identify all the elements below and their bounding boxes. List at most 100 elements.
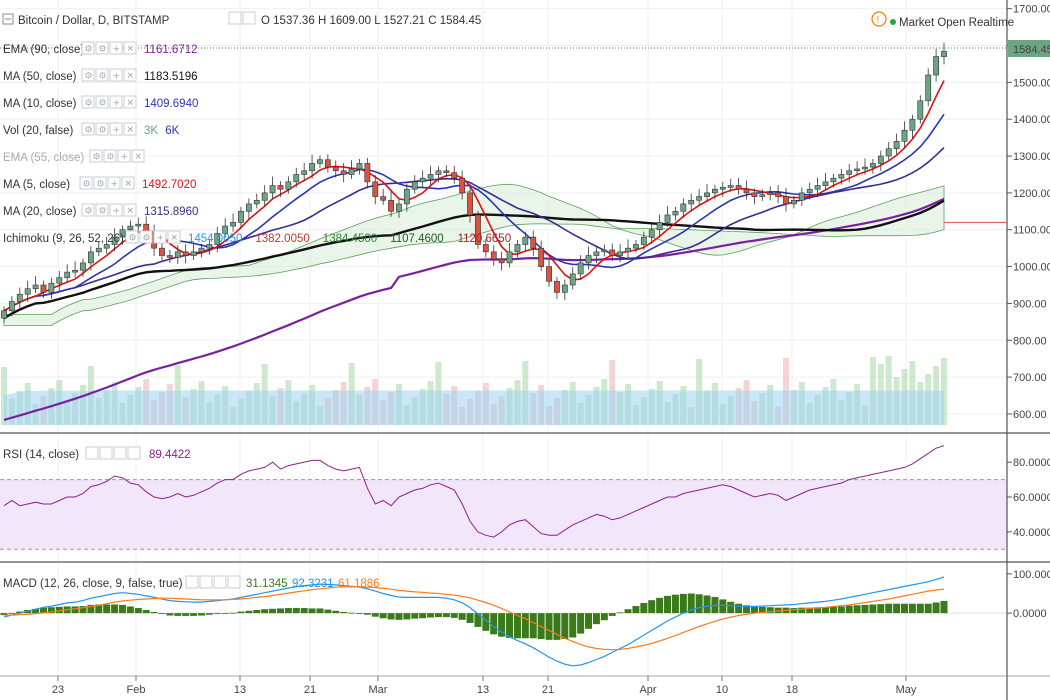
candlestick[interactable]: [475, 210, 481, 249]
candlestick[interactable]: [569, 267, 576, 290]
candlestick[interactable]: [159, 243, 165, 260]
candlestick[interactable]: [190, 243, 197, 260]
indicator-row[interactable]: Vol (20, false) ⚙ ⚙ + ✕ 3K 6K: [3, 122, 180, 137]
candlestick[interactable]: [380, 188, 387, 205]
indicator-row[interactable]: EMA (55, close) ⚙ ⚙ + ✕: [3, 149, 145, 164]
candlestick[interactable]: [285, 176, 292, 194]
candlestick[interactable]: [32, 276, 39, 294]
candlestick[interactable]: [482, 238, 489, 258]
candlestick[interactable]: [356, 159, 363, 175]
indicator-action-icon[interactable]: [81, 95, 95, 109]
candlestick[interactable]: [514, 240, 521, 258]
candlestick[interactable]: [119, 225, 126, 245]
indicator-action-icon[interactable]: [123, 68, 137, 82]
indicator-action-icon[interactable]: [81, 122, 95, 136]
candlestick[interactable]: [111, 228, 118, 252]
indicator-action-icon[interactable]: [89, 149, 103, 163]
candlestick[interactable]: [332, 160, 339, 178]
candlestick[interactable]: [135, 217, 142, 232]
candlestick[interactable]: [846, 164, 853, 183]
candlestick[interactable]: [301, 163, 308, 182]
indicator-action-icon[interactable]: [131, 149, 145, 163]
candlestick[interactable]: [435, 166, 442, 183]
candlestick[interactable]: [704, 184, 710, 203]
candlestick[interactable]: [877, 150, 884, 172]
candlestick[interactable]: [24, 280, 31, 302]
candlestick[interactable]: [822, 173, 829, 190]
alert-icon[interactable]: [871, 11, 887, 27]
candlestick[interactable]: [388, 191, 394, 217]
time-axis[interactable]: 23 Feb 13 21 Mar 13 21 Apr 10 18 May: [52, 676, 917, 696]
candlestick[interactable]: [751, 188, 758, 205]
candlestick[interactable]: [174, 245, 181, 264]
indicator-action-icon[interactable]: [153, 230, 167, 244]
macd-legend[interactable]: MACD (12, 26, close, 9, false, true) 31.…: [3, 575, 380, 590]
candlestick[interactable]: [206, 238, 213, 255]
macd-legend-icons[interactable]: [185, 575, 241, 589]
candlestick[interactable]: [617, 244, 624, 263]
indicator-action-icon[interactable]: [117, 149, 131, 163]
candlestick[interactable]: [743, 180, 750, 200]
indicator-action-icon[interactable]: [123, 122, 137, 136]
candlestick[interactable]: [625, 239, 631, 260]
rsi-tick-label[interactable]: 80.0000: [1013, 457, 1050, 469]
indicator-action-icon[interactable]: [109, 203, 123, 217]
indicator-action-icon[interactable]: [93, 176, 107, 190]
candlestick[interactable]: [593, 247, 600, 264]
candlestick[interactable]: [277, 181, 284, 197]
candlestick[interactable]: [664, 206, 671, 227]
candlestick[interactable]: [72, 261, 78, 278]
indicator-action-icon[interactable]: [109, 122, 123, 136]
candlestick[interactable]: [656, 214, 663, 238]
indicator-action-icon[interactable]: [123, 95, 137, 109]
candlestick[interactable]: [269, 176, 276, 200]
candlestick[interactable]: [48, 277, 55, 299]
candlestick[interactable]: [775, 185, 782, 204]
candlestick[interactable]: [490, 245, 497, 266]
candlestick[interactable]: [909, 114, 916, 138]
indicator-row[interactable]: MA (50, close) ⚙ ⚙ + ✕ 1183.5196: [3, 68, 198, 83]
candlestick[interactable]: [759, 189, 766, 201]
candlestick[interactable]: [56, 271, 63, 291]
indicator-action-icon[interactable]: [121, 176, 135, 190]
candlestick[interactable]: [64, 264, 71, 283]
candlestick[interactable]: [80, 258, 86, 277]
candlestick[interactable]: [411, 175, 418, 194]
candlestick[interactable]: [585, 246, 592, 270]
candlestick[interactable]: [640, 231, 647, 250]
indicator-action-icon[interactable]: [81, 68, 95, 82]
header-icons[interactable]: [228, 11, 256, 25]
rsi-tick-label[interactable]: 60.0000: [1013, 492, 1050, 504]
candlestick[interactable]: [372, 175, 379, 205]
indicator-action-icon[interactable]: [79, 176, 93, 190]
indicator-action-icon[interactable]: [123, 203, 137, 217]
candlestick[interactable]: [293, 167, 300, 188]
candlestick[interactable]: [1, 306, 7, 323]
candlesticks[interactable]: [1, 42, 947, 323]
candlestick[interactable]: [885, 142, 892, 161]
candlestick[interactable]: [719, 181, 726, 197]
candlestick[interactable]: [40, 280, 47, 298]
candlestick[interactable]: [530, 230, 537, 256]
candlestick[interactable]: [538, 240, 545, 271]
candlestick[interactable]: [901, 121, 908, 148]
candlestick[interactable]: [933, 48, 940, 82]
candlestick[interactable]: [427, 165, 434, 185]
indicator-action-icon[interactable]: [139, 230, 153, 244]
indicator-action-icon[interactable]: [95, 68, 109, 82]
candlestick[interactable]: [546, 257, 552, 287]
indicator-action-icon[interactable]: [81, 203, 95, 217]
candlestick[interactable]: [791, 195, 797, 209]
indicator-action-icon[interactable]: [103, 149, 117, 163]
candlestick[interactable]: [214, 226, 221, 253]
candlestick[interactable]: [783, 187, 789, 212]
indicator-action-icon[interactable]: [95, 203, 109, 217]
candlestick[interactable]: [498, 251, 505, 271]
candlestick[interactable]: [451, 166, 458, 184]
candlestick[interactable]: [443, 165, 450, 178]
candlestick[interactable]: [735, 177, 742, 195]
candlestick[interactable]: [862, 158, 868, 175]
candlestick[interactable]: [403, 183, 410, 212]
candlestick[interactable]: [633, 240, 639, 253]
